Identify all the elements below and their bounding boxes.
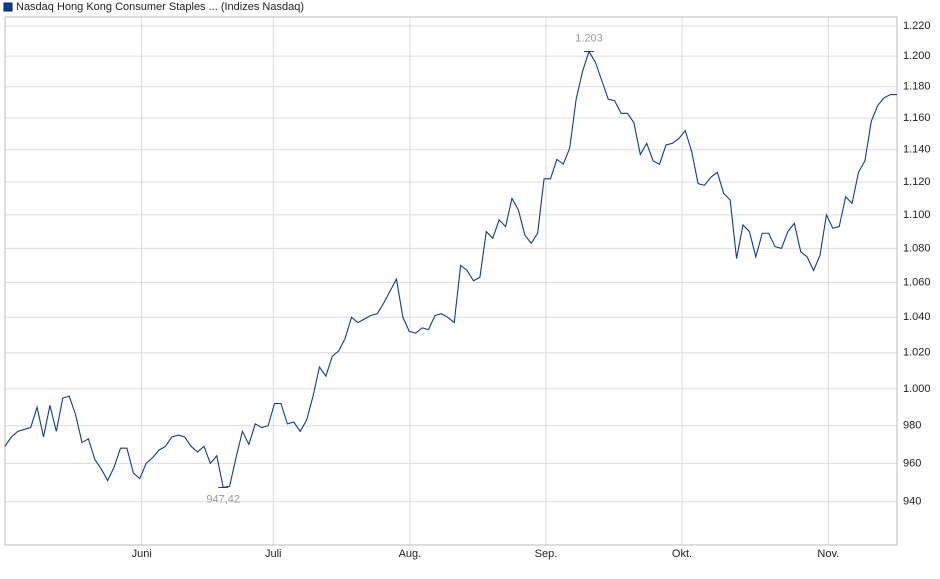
y-tick-label: 980 [903, 420, 921, 432]
annotation-label: 947,42 [206, 493, 240, 505]
x-tick-label: Nov. [817, 548, 839, 560]
line [4, 50, 897, 489]
legend-label: Nasdaq Hong Kong Consumer Staples ... (I… [16, 1, 304, 13]
legend-swatch [3, 2, 13, 12]
y-tick-label: 940 [903, 496, 921, 508]
y-tick-label: 1.120 [903, 176, 931, 188]
y-tick-label: 960 [903, 457, 921, 469]
x-tick-label: Sep. [535, 548, 558, 560]
annotation-label: 1.203 [575, 32, 603, 44]
y-tick-label: 1.100 [903, 209, 931, 221]
y-tick-label: 1.140 [903, 144, 931, 156]
y-tick-label: 1.060 [903, 276, 931, 288]
y-tick-label: 1.180 [903, 81, 931, 93]
x-tick-label: Aug. [399, 548, 422, 560]
y-tick-label: 1.020 [903, 347, 931, 359]
y-tick-label: 1.000 [903, 383, 931, 395]
plot-frame [4, 16, 898, 546]
y-tick-label: 1.160 [903, 112, 931, 124]
y-tick-label: 1.200 [903, 50, 931, 62]
x-tick-label: Juli [265, 548, 282, 560]
x-tick-label: Juni [132, 548, 152, 560]
y-tick-label: 1.080 [903, 242, 931, 254]
x-tick-label: Okt. [672, 548, 692, 560]
y-tick-label: 1.220 [903, 20, 931, 32]
y-tick-label: 1.040 [903, 311, 931, 323]
